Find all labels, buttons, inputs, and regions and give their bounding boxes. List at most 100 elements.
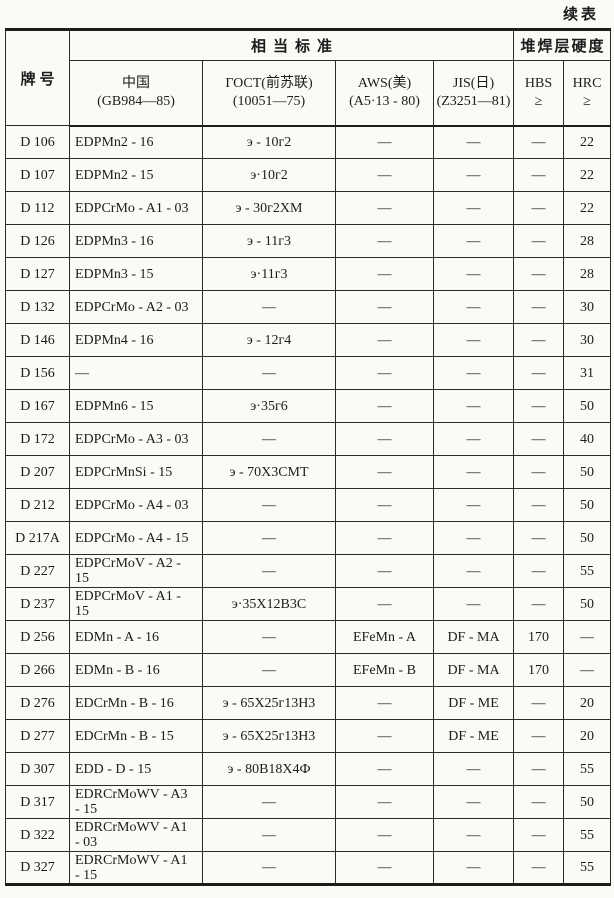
cell-grade: D 212 bbox=[5, 488, 70, 522]
cell-hbs: — bbox=[513, 257, 565, 291]
cell-hbs: — bbox=[513, 554, 565, 588]
table-row: D 127 EDPMn3 - 15 э·11г3— — —28 bbox=[5, 257, 612, 291]
header-col-china-name: 中国 bbox=[122, 75, 150, 91]
cell-jis: — bbox=[432, 191, 515, 225]
table-row: D 307 EDD - D - 15 э - 80B18X4Ф — — —55 bbox=[5, 752, 612, 786]
header-col-hbs: HBS ≥ bbox=[513, 60, 565, 127]
cell-hrc: 22 bbox=[563, 158, 612, 192]
cell-hbs: — bbox=[513, 488, 565, 522]
cell-jis: — bbox=[432, 224, 515, 258]
cell-hrc: — bbox=[563, 653, 612, 687]
table-row: D 107 EDPMn2 - 15 э·10г2— — —22 bbox=[5, 158, 612, 192]
table-row: D 207 EDPCrMnSi - 15 э - 70X3CMT — — —50 bbox=[5, 455, 612, 489]
cell-hrc: 31 bbox=[563, 356, 612, 390]
cell-jis: DF - ME bbox=[432, 719, 515, 753]
table-row: D 276 EDCrMn - B - 16 э - 65X25г13H3— DF - … bbox=[5, 686, 612, 720]
cell-aws: — bbox=[335, 158, 434, 192]
cell-aws: — bbox=[335, 356, 434, 390]
cell-gost: э·10г2 bbox=[202, 158, 336, 192]
cell-gost: э - 30г2XM bbox=[202, 191, 336, 225]
table-row: D 106 EDPMn2 - 16 э - 10г2— — —22 bbox=[5, 125, 612, 159]
cell-hbs: — bbox=[513, 521, 565, 555]
cell-hrc: 20 bbox=[563, 719, 612, 753]
table-row: D 256 EDMn - A - 16— EFeMn - A DF - MA 170— bbox=[5, 620, 612, 654]
cell-aws: — bbox=[335, 290, 434, 324]
cell-gost: — bbox=[202, 818, 336, 852]
cell-hbs: — bbox=[513, 290, 565, 324]
cell-gost: — bbox=[202, 488, 336, 522]
cell-hrc: 55 bbox=[563, 752, 612, 786]
cell-grade: D 237 bbox=[5, 587, 70, 621]
cell-hrc: 50 bbox=[563, 389, 612, 423]
cell-gost: э - 10г2 bbox=[202, 125, 336, 159]
cell-china: EDPCrMo - A2 - 03 bbox=[69, 290, 203, 324]
cell-gost: — bbox=[202, 785, 336, 819]
header-col-china-std: (GB984—85) bbox=[97, 93, 175, 109]
cell-aws: — bbox=[335, 752, 434, 786]
cell-hrc: 50 bbox=[563, 521, 612, 555]
cell-hbs: — bbox=[513, 323, 565, 357]
cell-china: EDPCrMoV - A2 - 15 bbox=[69, 554, 203, 588]
cell-aws: — bbox=[335, 587, 434, 621]
cell-china: EDPMn2 - 16 bbox=[69, 125, 203, 159]
cell-gost: — bbox=[202, 521, 336, 555]
table-row: D 146 EDPMn4 - 16 э - 12г4— — —30 bbox=[5, 323, 612, 357]
cell-hbs: — bbox=[513, 125, 565, 159]
cell-aws: — bbox=[335, 389, 434, 423]
cell-gost: — bbox=[202, 290, 336, 324]
cell-jis: — bbox=[432, 158, 515, 192]
cell-hrc: 40 bbox=[563, 422, 612, 456]
header-group-row: 牌号 相当标准 堆焊层硬度 bbox=[5, 29, 612, 126]
cell-grade: D 172 bbox=[5, 422, 70, 456]
cell-grade: D 112 bbox=[5, 191, 70, 225]
cell-hbs: — bbox=[513, 224, 565, 258]
cell-jis: — bbox=[432, 389, 515, 423]
cell-aws: — bbox=[335, 686, 434, 720]
cell-aws: — bbox=[335, 422, 434, 456]
cell-china: EDRCrMoWV - A1 - 15 bbox=[69, 851, 203, 885]
cell-aws: — bbox=[335, 257, 434, 291]
cell-jis: — bbox=[432, 752, 515, 786]
cell-jis: — bbox=[432, 290, 515, 324]
cell-grade: D 266 bbox=[5, 653, 70, 687]
cell-aws: — bbox=[335, 521, 434, 555]
header-col-hrc-gte: ≥ bbox=[583, 93, 591, 109]
header-col-hbs-gte: ≥ bbox=[534, 93, 543, 109]
cell-hrc: — bbox=[563, 620, 612, 654]
cell-aws: — bbox=[335, 125, 434, 159]
cell-hbs: — bbox=[513, 356, 565, 390]
cell-jis: DF - MA bbox=[432, 653, 515, 687]
header-col-gost-std: (10051—75) bbox=[232, 93, 306, 109]
cell-grade: D 317 bbox=[5, 785, 70, 819]
cell-hrc: 50 bbox=[563, 785, 612, 819]
cell-grade: D 322 bbox=[5, 818, 70, 852]
cell-grade: D 146 bbox=[5, 323, 70, 357]
header-col-hrc: HRC ≥ bbox=[563, 60, 612, 127]
cell-aws: — bbox=[335, 719, 434, 753]
table-row: D 172 EDPCrMo - A3 - 03— — — —40 bbox=[5, 422, 612, 456]
table-row: D 112 EDPCrMo - A1 - 03 э - 30г2XM — — —22 bbox=[5, 191, 612, 225]
cell-gost: э·35X12B3C bbox=[202, 587, 336, 621]
cell-aws: — bbox=[335, 488, 434, 522]
cell-china: EDPCrMo - A1 - 03 bbox=[69, 191, 203, 225]
table-row: D 167 EDPMn6 - 15 э·35г6— — —50 bbox=[5, 389, 612, 423]
header-columns-row: 中国 (GB984—85) ГОСТ(前苏联) (10051—75) AWS(美… bbox=[6, 60, 612, 127]
cell-grade: D 156 bbox=[5, 356, 70, 390]
cell-gost: э·11г3 bbox=[202, 257, 336, 291]
table-row: D 322 EDRCrMoWV - A1 - 03— — — —55 bbox=[5, 818, 612, 852]
cell-china: EDPCrMnSi - 15 bbox=[69, 455, 203, 489]
cell-hrc: 22 bbox=[563, 125, 612, 159]
cell-gost: э - 11г3 bbox=[202, 224, 336, 258]
cell-hrc: 20 bbox=[563, 686, 612, 720]
cell-hrc: 30 bbox=[563, 290, 612, 324]
header-col-jis: JIS(日) (Z3251—81) bbox=[432, 60, 515, 127]
cell-grade: D 327 bbox=[5, 851, 70, 885]
cell-hbs: — bbox=[513, 587, 565, 621]
cell-gost: — bbox=[202, 422, 336, 456]
cell-grade: D 217A bbox=[5, 521, 70, 555]
cell-china: EDPCrMo - A4 - 15 bbox=[69, 521, 203, 555]
cell-gost: э - 65X25г13H3 bbox=[202, 719, 336, 753]
cell-hrc: 28 bbox=[563, 224, 612, 258]
table-row: D 266 EDMn - B - 16— EFeMn - B DF - MA 170— bbox=[5, 653, 612, 687]
